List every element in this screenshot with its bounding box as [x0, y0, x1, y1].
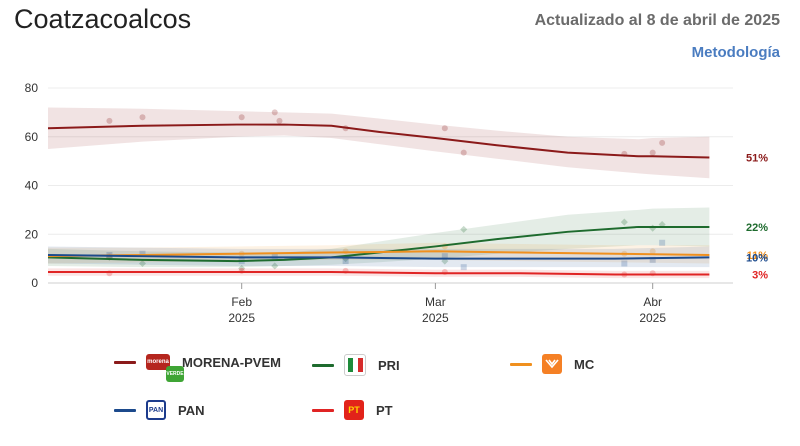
page-title: Coatzacoalcos [14, 4, 192, 34]
ci-band-pan [48, 246, 710, 268]
x-tick-sublabel: 2025 [422, 311, 449, 325]
poll-point-morena-pvem [659, 139, 666, 146]
legend-line-morena-pvem [114, 360, 136, 364]
poll-point-morena-pvem [276, 117, 283, 124]
poll-point-morena-pvem [238, 114, 245, 121]
y-tick-label: 20 [25, 227, 39, 241]
methodology-link[interactable]: Metodología [691, 44, 780, 61]
end-label-pri: 22% [746, 222, 768, 234]
legend-line-mc [510, 362, 532, 366]
x-tick-label: Feb [231, 295, 252, 309]
y-tick-label: 0 [31, 276, 38, 290]
legend-item-pan[interactable]: PAN PAN [114, 400, 204, 420]
pri-logo-icon [344, 354, 366, 376]
y-tick-label: 60 [25, 130, 39, 144]
poll-point-pri [138, 259, 147, 268]
poll-point-pri [460, 225, 468, 233]
poll-point-pan [271, 253, 278, 260]
x-tick-label: Mar [425, 295, 446, 309]
legend-item-mc[interactable]: MC [510, 354, 594, 374]
poll-point-pan [621, 260, 628, 267]
ci-band-pri [48, 207, 710, 268]
end-label-mc: 11% [747, 250, 769, 262]
legend-label-mc: MC [574, 356, 595, 372]
trend-line-pt [48, 271, 710, 276]
trend-line-mc [47, 250, 710, 258]
poll-point-pan [441, 253, 448, 260]
legend-label-morena-pvem: MORENA-PVEM [182, 354, 281, 370]
y-tick-label: 40 [25, 179, 39, 193]
end-label-pan: 10% [746, 252, 768, 264]
legend-item-morena-pvem[interactable]: morena VERDE MORENA-PVEM [114, 354, 281, 382]
legend-item-pri[interactable]: PRI [312, 354, 400, 376]
trend-line-morena-pvem [47, 123, 710, 159]
legend-item-pt[interactable]: PT PT [312, 400, 393, 420]
poll-point-morena-pvem [649, 149, 656, 156]
legend-line-pt [312, 408, 334, 412]
poll-point-pri [238, 264, 246, 272]
trend-line-pan [47, 253, 710, 260]
poll-point-pan [342, 258, 349, 265]
end-label-pt: 3% [752, 269, 768, 281]
poll-point-morena-pvem [441, 125, 448, 132]
poll-point-morena-pvem [106, 117, 113, 124]
x-tick-label: Abr [643, 295, 662, 309]
legend-line-pri [312, 363, 334, 367]
poll-point-mc [649, 248, 656, 255]
mc-logo-icon [542, 354, 562, 374]
legend-line-pan [114, 408, 136, 412]
updated-date: Actualizado al 8 de abril de 2025 [534, 12, 780, 29]
poll-point-morena-pvem [139, 114, 146, 121]
pan-logo-icon: PAN [146, 400, 166, 420]
poll-point-morena-pvem [271, 109, 278, 116]
poll-point-pan [649, 256, 656, 263]
legend-label-pan: PAN [178, 402, 205, 418]
poll-point-pan [460, 264, 467, 271]
poll-point-pri [620, 218, 628, 226]
poll-point-morena-pvem [460, 149, 467, 156]
poll-point-pri [271, 262, 279, 270]
verde-logo-icon: VERDE [166, 366, 184, 382]
morena-logo-icon: morena [146, 354, 170, 370]
x-tick-sublabel: 2025 [639, 311, 666, 325]
legend-label-pri: PRI [378, 357, 400, 373]
x-tick-sublabel: 2025 [228, 311, 255, 325]
legend-label-pt: PT [376, 402, 393, 418]
y-tick-label: 80 [25, 81, 39, 95]
ci-band-morena-pvem [48, 107, 710, 179]
poll-point-pan [659, 239, 666, 246]
poll-point-pan [139, 250, 146, 257]
pt-logo-icon: PT [344, 400, 364, 420]
end-label-morena-pvem: 51% [746, 152, 768, 164]
trend-line-pri [47, 225, 710, 263]
